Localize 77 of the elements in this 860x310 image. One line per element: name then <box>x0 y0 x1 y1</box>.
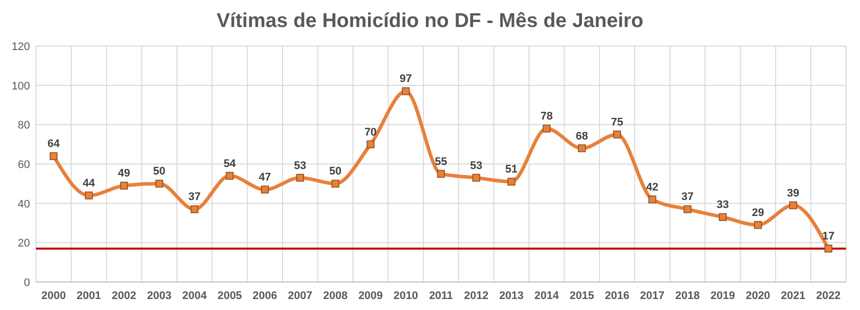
x-tick-label: 2001 <box>76 290 102 302</box>
point <box>331 180 340 188</box>
data-label: 37 <box>681 191 694 204</box>
point <box>50 152 58 160</box>
point <box>120 182 128 190</box>
point <box>648 196 656 204</box>
x-tick-label: 2008 <box>323 290 348 302</box>
data-label: 54 <box>224 158 237 170</box>
data-label: 49 <box>118 168 130 180</box>
data-label: 75 <box>610 116 624 128</box>
x-tick-label: 2022 <box>816 290 841 302</box>
data-label: 39 <box>787 187 800 200</box>
y-tick-label: 60 <box>18 159 30 171</box>
x-tick-label: 2009 <box>358 290 383 302</box>
x-tick-label: 2021 <box>780 290 806 302</box>
x-tick-label: 2004 <box>182 290 208 302</box>
data-label: 50 <box>153 166 166 178</box>
x-tick-label: 2020 <box>746 290 770 302</box>
point <box>542 124 551 132</box>
x-tick-label: 2017 <box>640 290 665 302</box>
y-tick-label: 0 <box>24 277 30 289</box>
x-tick-label: 2000 <box>41 290 66 302</box>
point <box>718 213 727 221</box>
point <box>190 205 198 214</box>
point <box>824 244 832 252</box>
data-label: 53 <box>294 160 306 172</box>
x-tick-label: 2014 <box>534 290 560 302</box>
x-tick-label: 2016 <box>604 290 630 302</box>
data-label: 68 <box>576 130 588 142</box>
data-label: 51 <box>505 164 518 176</box>
data-label: 50 <box>329 166 342 178</box>
point <box>789 201 798 210</box>
data-label: 78 <box>540 110 553 123</box>
x-tick-label: 2003 <box>147 290 172 302</box>
point <box>754 221 762 229</box>
y-tick-label: 20 <box>18 238 30 250</box>
y-tick-label: 100 <box>12 80 30 92</box>
y-tick-label: 80 <box>18 120 30 132</box>
point <box>84 192 93 200</box>
point <box>261 186 269 194</box>
data-label: 53 <box>470 160 482 172</box>
point <box>155 180 164 188</box>
point <box>402 87 410 96</box>
data-label: 47 <box>258 172 272 184</box>
x-tick-label: 2010 <box>394 290 418 302</box>
point <box>613 130 621 138</box>
data-label: 42 <box>646 181 658 194</box>
x-tick-label: 2005 <box>217 290 242 302</box>
point <box>578 144 586 152</box>
x-tick-label: 2006 <box>252 290 278 302</box>
point <box>296 174 304 182</box>
y-tick-label: 40 <box>18 198 30 210</box>
data-label: 33 <box>716 199 729 212</box>
x-tick-label: 2012 <box>464 290 488 302</box>
x-tick-label: 2015 <box>570 290 594 302</box>
point <box>508 178 516 186</box>
data-label: 44 <box>82 177 96 190</box>
data-label: 64 <box>47 138 61 150</box>
x-tick-label: 2011 <box>429 290 453 302</box>
x-tick-label: 2013 <box>499 290 524 302</box>
chart-title: Vítimas de Homicídio no DF - Mês de Janeiro <box>216 10 644 32</box>
x-tick-label: 2002 <box>112 290 136 302</box>
x-tick-label: 2018 <box>675 290 700 302</box>
point <box>366 140 374 148</box>
x-tick-label: 2007 <box>288 290 312 302</box>
data-label: 55 <box>434 156 448 168</box>
point <box>226 172 234 180</box>
data-label: 70 <box>364 126 377 138</box>
point <box>684 205 692 214</box>
y-tick-label: 120 <box>12 41 30 53</box>
data-label: 97 <box>400 73 412 86</box>
data-label: 17 <box>822 230 835 243</box>
data-label: 29 <box>752 206 764 219</box>
point <box>472 174 480 182</box>
data-label: 37 <box>188 191 201 204</box>
x-tick-label: 2019 <box>710 290 735 302</box>
point <box>437 170 445 178</box>
